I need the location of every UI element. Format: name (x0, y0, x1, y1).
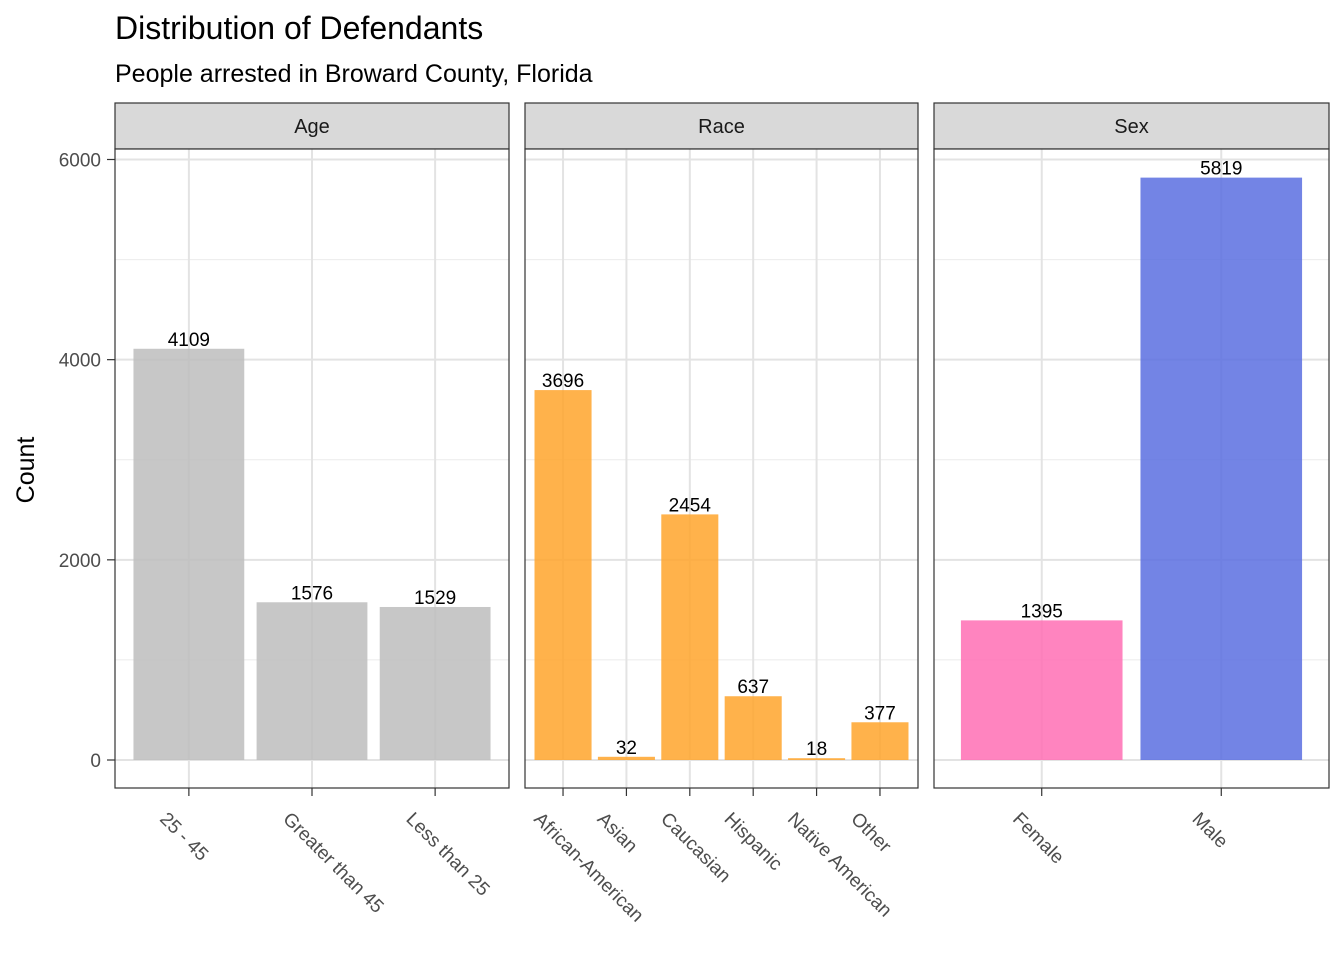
facet-strip-label: Race (698, 116, 745, 138)
y-axis: 0 2000 4000 6000 (59, 151, 115, 772)
data-label: 4109 (168, 330, 210, 351)
panel-border (524, 148, 919, 789)
y-tick-label: 6000 (59, 151, 101, 172)
x-tick-label: Less than 25 (402, 809, 494, 901)
y-tick-label: 0 (90, 751, 101, 772)
x-tick-label: Male (1188, 809, 1232, 853)
bar-native-american (788, 758, 846, 760)
x-tick-label: Female (1008, 809, 1068, 869)
panel-border (933, 148, 1330, 789)
data-label: 1529 (414, 588, 456, 609)
x-tick-label: Other (846, 809, 895, 858)
x-tick-label: Asian (593, 809, 641, 857)
data-label: 1576 (291, 583, 333, 604)
facet-sex: Sex 1395 5819 Female Male (933, 102, 1330, 869)
x-tick-label: Hispanic (720, 809, 786, 875)
bar-greater-than-45 (256, 602, 368, 760)
data-label: 32 (616, 738, 637, 759)
facet-strip-label: Sex (1114, 116, 1148, 138)
chart-title: Distribution of Defendants (115, 10, 483, 46)
bar-hispanic (724, 696, 782, 760)
facet-age: Age 4109 1576 1529 25 - 45 Greater than 45 Les… (114, 102, 510, 918)
data-label: 637 (737, 677, 769, 698)
bar-less-than-25 (379, 606, 491, 760)
x-tick-label: 25 - 45 (155, 809, 212, 866)
bar-25-45 (133, 348, 245, 760)
bar-female (960, 620, 1123, 760)
data-label: 377 (864, 703, 896, 724)
y-axis-label: Count (12, 437, 40, 504)
facet-race: Race 3696 32 2454 637 18 377 African-AmericanAs… (524, 102, 919, 927)
bar-asian (597, 756, 655, 760)
chart-subtitle: People arrested in Broward County, Flori… (115, 60, 593, 88)
bar-male (1140, 177, 1303, 760)
facet-strip (114, 102, 510, 150)
data-label: 18 (806, 739, 827, 760)
facet-panels: Age 4109 1576 1529 25 - 45 Greater than 45 Les… (114, 102, 1330, 927)
bar-caucasian (661, 514, 719, 760)
x-tick-label: Greater than 45 (278, 809, 387, 918)
y-tick-label: 4000 (59, 351, 101, 372)
x-tick-label: African-American (529, 809, 647, 927)
data-label: 3696 (542, 371, 584, 392)
y-tick-label: 2000 (59, 551, 101, 572)
data-label: 5819 (1200, 159, 1242, 180)
data-label: 1395 (1021, 601, 1063, 622)
bar-african-american (534, 390, 592, 760)
facet-strip-label: Age (294, 116, 330, 138)
bar-other (851, 722, 909, 760)
facet-strip (524, 102, 919, 150)
data-label: 2454 (669, 495, 712, 516)
